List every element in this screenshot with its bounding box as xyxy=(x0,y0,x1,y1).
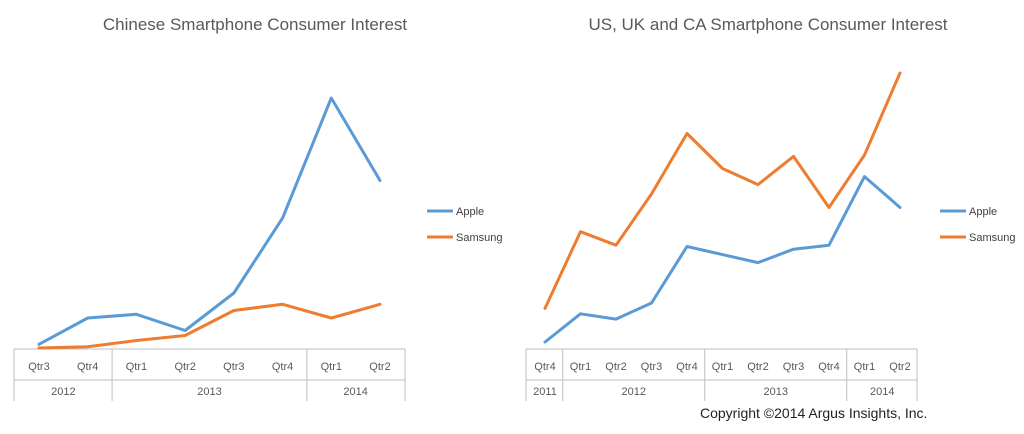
x-tick-label: Qtr1 xyxy=(570,361,591,373)
series-line-samsung xyxy=(543,71,902,310)
chart-1: Chinese Smartphone Consumer Interest Qtr3… xyxy=(13,15,502,401)
x-tick-label: Qtr3 xyxy=(641,361,662,373)
x-tick-label: Qtr4 xyxy=(77,361,98,373)
year-group-label: 2011 xyxy=(533,386,557,398)
chart-title: Chinese Smartphone Consumer Interest xyxy=(103,15,408,34)
x-tick-label: Qtr2 xyxy=(747,361,768,373)
x-tick-label: Qtr2 xyxy=(889,361,910,373)
x-tick-label: Qtr1 xyxy=(321,361,342,373)
legend-label-apple: Apple xyxy=(456,206,484,218)
legend-label-samsung: Samsung xyxy=(969,232,1015,244)
chart-2: US, UK and CA Smartphone Consumer Intere… xyxy=(525,15,1015,401)
x-tick-label: Qtr3 xyxy=(783,361,804,373)
series-line-samsung xyxy=(37,302,382,350)
copyright-text: Copyright ©2014 Argus Insights, Inc. xyxy=(700,405,928,421)
year-group-label: 2014 xyxy=(343,386,367,398)
x-tick-label: Qtr4 xyxy=(676,361,697,373)
legend-label-samsung: Samsung xyxy=(456,232,502,244)
legend-label-apple: Apple xyxy=(969,206,997,218)
x-tick-label: Qtr4 xyxy=(534,361,555,373)
x-tick-label: Qtr3 xyxy=(223,361,244,373)
series-line-apple xyxy=(543,175,902,344)
x-tick-label: Qtr4 xyxy=(272,361,293,373)
year-group-label: 2013 xyxy=(764,386,788,398)
chart-title: US, UK and CA Smartphone Consumer Intere… xyxy=(588,15,947,34)
x-tick-label: Qtr1 xyxy=(126,361,147,373)
x-tick-label: Qtr2 xyxy=(174,361,195,373)
x-tick-label: Qtr1 xyxy=(712,361,733,373)
year-group-label: 2013 xyxy=(197,386,221,398)
x-tick-label: Qtr2 xyxy=(369,361,390,373)
x-tick-label: Qtr2 xyxy=(605,361,626,373)
year-group-label: 2012 xyxy=(51,386,75,398)
series-line-apple xyxy=(37,96,382,346)
x-tick-label: Qtr3 xyxy=(28,361,49,373)
year-group-label: 2014 xyxy=(870,386,894,398)
x-tick-label: Qtr1 xyxy=(854,361,875,373)
x-tick-label: Qtr4 xyxy=(818,361,839,373)
year-group-label: 2012 xyxy=(622,386,646,398)
